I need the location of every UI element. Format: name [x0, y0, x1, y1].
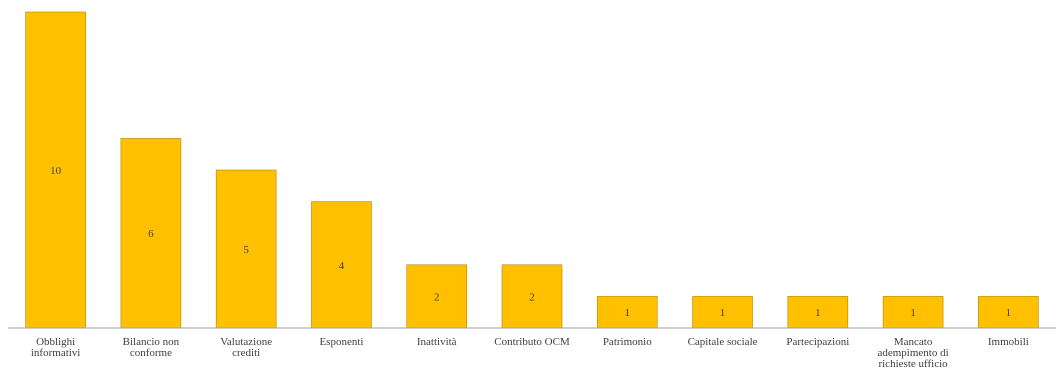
category-label-line: conforme — [130, 347, 172, 359]
category-label-line: Esponenti — [319, 336, 363, 348]
category-label-line: Immobili — [988, 336, 1029, 348]
data-labels-group: 10 6 5 4 2 2 1 1 1 1 1 — [50, 165, 1011, 319]
category-label: Patrimonio — [603, 336, 652, 348]
bar-value-label: 1 — [720, 307, 726, 319]
bar-value-label: 5 — [243, 244, 249, 256]
category-label-line: Partecipazioni — [786, 336, 849, 348]
category-label-line: Patrimonio — [603, 336, 652, 348]
bar — [501, 264, 563, 329]
category-label: Capitale sociale — [688, 336, 758, 348]
category-label: Bilancio non conforme — [123, 336, 180, 359]
category-label-line: Capitale sociale — [688, 336, 758, 348]
bar-value-label: 1 — [625, 307, 631, 319]
bar — [882, 296, 944, 329]
category-label: Obblighi informativi — [31, 336, 81, 359]
bar-value-label: 1 — [815, 307, 821, 319]
bar — [311, 201, 372, 329]
bar-value-label: 1 — [910, 307, 916, 319]
bar-value-label: 2 — [529, 291, 535, 303]
bar-value-label: 1 — [1006, 307, 1012, 319]
category-label: Valutazione crediti — [220, 336, 272, 359]
bar-value-label: 2 — [434, 291, 440, 303]
category-label-line: richieste ufficio — [879, 358, 949, 369]
category-label: Esponenti — [319, 336, 363, 348]
bar-value-label: 4 — [339, 260, 345, 272]
category-label: Partecipazioni — [786, 336, 849, 348]
category-label-line: Contributo OCM — [494, 336, 570, 348]
category-label-line: Bilancio non — [123, 336, 180, 348]
bar-value-label: 6 — [148, 228, 154, 240]
bar-value-label: 10 — [50, 165, 62, 177]
category-label-line: Inattività — [417, 336, 457, 348]
bar — [692, 296, 753, 329]
category-label: Contributo OCM — [494, 336, 570, 348]
category-label-line: informativi — [31, 347, 81, 359]
category-label: Mancato adempimento di richieste ufficio — [877, 336, 948, 369]
bar — [978, 296, 1039, 329]
bar — [215, 169, 277, 329]
category-label: Inattività — [417, 336, 457, 348]
category-label-line: adempimento di — [877, 347, 948, 359]
category-label-line: Obblighi — [36, 336, 75, 348]
bars-group — [25, 11, 1039, 329]
category-label-line: crediti — [232, 347, 260, 359]
category-labels-group: Obblighi informativi Bilancio non conforme V… — [31, 336, 1029, 369]
category-label-line: Mancato — [894, 336, 933, 348]
bar — [406, 264, 468, 329]
category-label: Immobili — [988, 336, 1029, 348]
bar — [120, 138, 182, 329]
category-label-line: Valutazione — [220, 336, 272, 348]
bar — [25, 11, 86, 329]
